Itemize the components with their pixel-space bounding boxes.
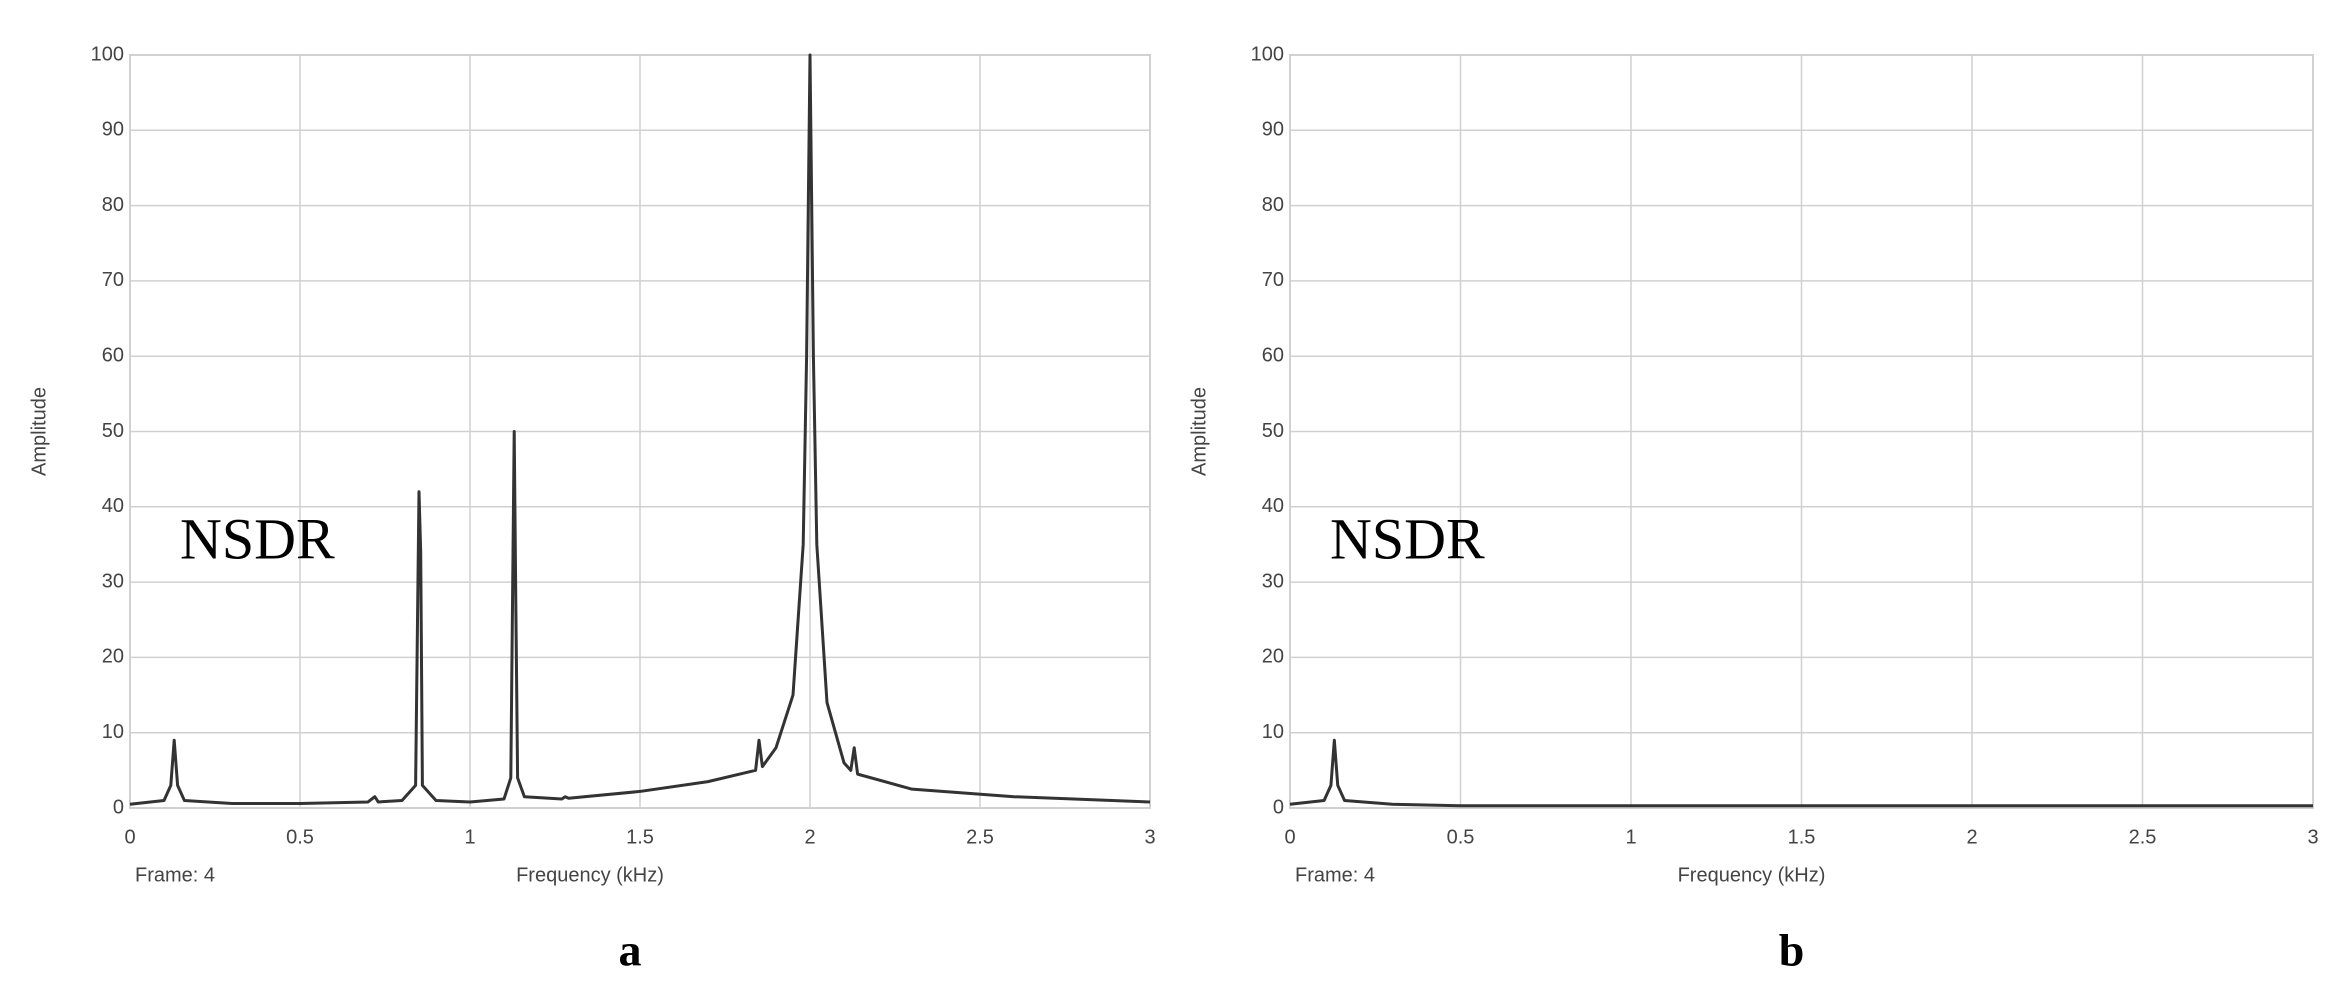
y-tick-label: 80 — [102, 194, 124, 216]
x-tick-label: 1.5 — [1788, 826, 1816, 848]
x-tick-label: 2 — [1966, 826, 1977, 848]
panel-label: a — [619, 925, 642, 976]
x-tick-label: 0 — [1284, 826, 1295, 848]
y-tick-label: 100 — [1251, 43, 1284, 65]
y-tick-label: 10 — [102, 721, 124, 743]
x-tick-label: 3 — [2307, 826, 2318, 848]
y-tick-label: 0 — [1273, 796, 1284, 818]
y-axis-label: Amplitude — [1188, 387, 1210, 476]
x-tick-label: 3 — [1144, 826, 1155, 848]
x-tick-label: 2 — [804, 826, 815, 848]
x-tick-label: 1 — [1625, 826, 1636, 848]
annotation: NSDR — [1330, 506, 1485, 571]
y-tick-label: 80 — [1262, 194, 1284, 216]
panel-label: b — [1779, 925, 1805, 976]
x-tick-label: 1 — [464, 826, 475, 848]
y-tick-label: 40 — [102, 495, 124, 517]
x-axis-label: Frequency (kHz) — [1678, 864, 1826, 886]
y-tick-label: 70 — [1262, 269, 1284, 291]
x-tick-label: 0.5 — [286, 826, 314, 848]
y-tick-label: 0 — [113, 796, 124, 818]
y-tick-label: 50 — [1262, 420, 1284, 442]
x-tick-label: 1.5 — [626, 826, 654, 848]
y-tick-label: 20 — [1262, 646, 1284, 668]
y-tick-label: 90 — [102, 119, 124, 141]
annotation: NSDR — [180, 506, 335, 571]
frame-label: Frame: 4 — [1295, 864, 1375, 886]
spectrum-line — [129, 53, 1151, 806]
y-tick-label: 50 — [102, 420, 124, 442]
x-axis-label: Frequency (kHz) — [516, 864, 664, 886]
y-tick-label: 40 — [1262, 495, 1284, 517]
y-tick-label: 60 — [102, 344, 124, 366]
x-tick-label: 0 — [124, 826, 135, 848]
y-tick-label: 60 — [1262, 344, 1284, 366]
y-tick-label: 90 — [1262, 119, 1284, 141]
y-tick-label: 20 — [102, 646, 124, 668]
frame-label: Frame: 4 — [135, 864, 215, 886]
x-tick-label: 0.5 — [1447, 826, 1475, 848]
spectrum-line — [1289, 738, 2313, 808]
y-tick-label: 100 — [91, 43, 124, 65]
x-tick-label: 2.5 — [2129, 826, 2157, 848]
y-tick-label: 30 — [102, 570, 124, 592]
x-tick-label: 2.5 — [966, 826, 994, 848]
y-tick-label: 70 — [102, 269, 124, 291]
y-axis-label: Amplitude — [28, 387, 50, 476]
y-tick-label: 10 — [1262, 721, 1284, 743]
y-tick-label: 30 — [1262, 570, 1284, 592]
